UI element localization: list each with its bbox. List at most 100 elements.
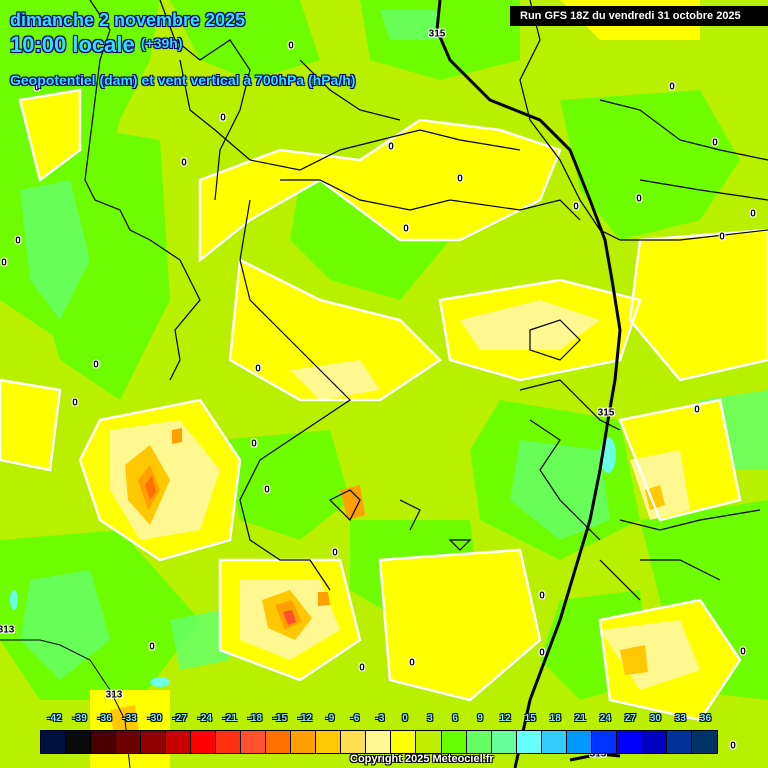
contour-label: 315 <box>589 748 607 760</box>
contour-label: 0 <box>409 657 415 669</box>
colorbar-swatch <box>516 731 542 753</box>
contour-label: 0 <box>712 137 718 149</box>
contour-label: 0 <box>403 223 409 235</box>
colorbar-tick-label: -36 <box>97 713 112 724</box>
colorbar-tick-label: 21 <box>574 713 586 724</box>
contour-label: 0 <box>34 82 40 94</box>
colorbar-tick-label: 27 <box>624 713 636 724</box>
contour-label: 0 <box>264 484 270 496</box>
colorbar-swatch <box>341 731 367 753</box>
contour-label: 0 <box>730 740 736 752</box>
contour-label: 0 <box>750 208 756 220</box>
colorbar-tick-label: -9 <box>325 713 335 724</box>
contour-label: 0 <box>359 662 365 674</box>
parameter-title: Geopotentiel (dam) et vent vertical à 70… <box>10 72 356 88</box>
colorbar-tick-label: 9 <box>477 713 483 724</box>
colorbar-legend <box>40 730 718 754</box>
colorbar-swatch <box>66 731 92 753</box>
colorbar-tick-label: -6 <box>350 713 360 724</box>
colorbar-tick-label: 3 <box>427 713 433 724</box>
colorbar-tick-label: -24 <box>197 713 212 724</box>
colorbar-swatch <box>191 731 217 753</box>
colorbar-swatch <box>266 731 292 753</box>
run-info-banner: Run GFS 18Z du vendredi 31 octobre 2025 <box>510 6 768 26</box>
colorbar-swatch <box>91 731 117 753</box>
contour-label: 315 <box>428 28 446 40</box>
copyright-text: Copyright 2025 Meteociel.fr <box>350 753 494 765</box>
geopotential-lines <box>435 0 622 768</box>
local-time: 10:00 locale <box>10 32 135 57</box>
colorbar-swatch <box>416 731 442 753</box>
contour-label: 0 <box>457 173 463 185</box>
colorbar-swatch <box>691 731 717 753</box>
colorbar-swatch <box>366 731 392 753</box>
colorbar-swatch <box>541 731 567 753</box>
contour-label: 0 <box>573 201 579 213</box>
contour-label: 0 <box>149 641 155 653</box>
contour-label: 0 <box>288 40 294 52</box>
colorbar-swatch <box>491 731 517 753</box>
contour-label: 0 <box>694 404 700 416</box>
colorbar-swatch <box>316 731 342 753</box>
colorbar-tick-label: 12 <box>499 713 511 724</box>
colorbar-tick-label: 36 <box>699 713 712 724</box>
contour-label: 0 <box>539 590 545 602</box>
colorbar-tick-label: -18 <box>247 713 263 724</box>
colorbar-swatch <box>141 731 167 753</box>
contour-label: 0 <box>636 193 642 205</box>
forecast-date: dimanche 2 novembre 2025 <box>10 10 246 30</box>
colorbar-tick-label: 18 <box>549 713 561 724</box>
contour-label: 0 <box>255 363 261 375</box>
colorbar-swatch <box>41 731 67 753</box>
zero-contours <box>0 88 768 722</box>
colorbar-swatch <box>291 731 317 753</box>
colorbar-tick-label: 30 <box>649 713 661 724</box>
contour-label: 0 <box>539 647 545 659</box>
colorbar-tick-label: 6 <box>452 713 458 724</box>
colorbar-tick-label: -27 <box>172 713 187 724</box>
colorbar-swatch <box>391 731 417 753</box>
contour-label: 0 <box>719 231 725 243</box>
colorbar-tick-label: -3 <box>375 713 385 724</box>
colorbar-tick-label: -30 <box>147 713 162 724</box>
colorbar-tick-label: -21 <box>222 713 237 724</box>
lead-time: (+39h) <box>140 35 183 51</box>
contour-label: 0 <box>1 257 7 269</box>
orange-areas <box>110 428 665 745</box>
contour-label: 313 <box>0 624 15 636</box>
colorbar-tick-label: -33 <box>122 713 137 724</box>
colorbar-swatch <box>616 731 642 753</box>
contour-label: 0 <box>388 141 394 153</box>
contour-label: 0 <box>220 112 226 124</box>
contour-label: 0 <box>332 547 338 559</box>
colorbar-swatch <box>466 731 492 753</box>
colorbar-tick-label: 0 <box>402 713 408 724</box>
contour-label: 0 <box>93 359 99 371</box>
forecast-time: 10:00 locale (+39h) <box>10 32 183 58</box>
colorbar-tick-label: -39 <box>72 713 87 724</box>
colorbar-swatch <box>666 731 692 753</box>
colorbar-swatch <box>166 731 192 753</box>
colorbar-swatch <box>566 731 592 753</box>
colorbar-swatch <box>591 731 617 753</box>
contour-label: 0 <box>72 397 78 409</box>
colorbar-tick-label: 24 <box>599 713 611 724</box>
contour-label: 315 <box>597 407 615 419</box>
colorbar-tick-label: 33 <box>674 713 686 724</box>
contour-label: 0 <box>740 646 746 658</box>
colorbar-swatch <box>216 731 242 753</box>
colorbar-tick-label: -12 <box>297 713 313 724</box>
colorbar-swatch <box>641 731 667 753</box>
contour-label: 0 <box>251 438 257 450</box>
contour-label: 0 <box>181 157 187 169</box>
colorbar-swatch <box>441 731 467 753</box>
contour-label: 0 <box>669 81 675 93</box>
colorbar-tick-label: -15 <box>272 713 288 724</box>
colorbar-swatch <box>116 731 142 753</box>
contour-label: 0 <box>15 235 21 247</box>
colorbar-tick-label: 15 <box>524 713 536 724</box>
contour-label: 313 <box>105 689 123 701</box>
colorbar-tick-label: -42 <box>47 713 62 724</box>
